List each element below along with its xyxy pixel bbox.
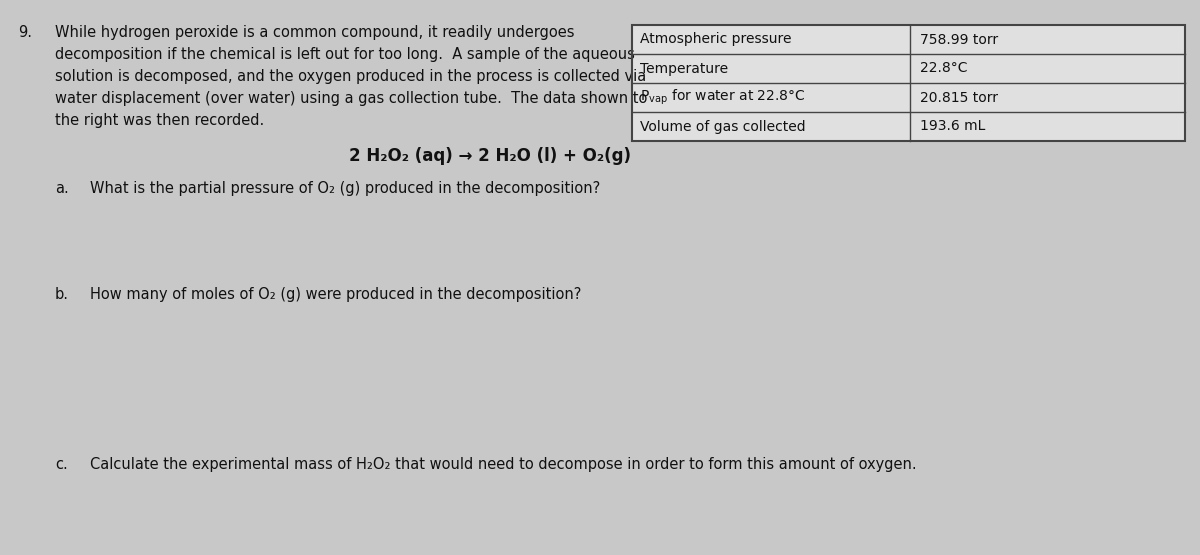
- Text: the right was then recorded.: the right was then recorded.: [55, 113, 264, 128]
- Text: b.: b.: [55, 287, 70, 302]
- Bar: [632, 25, 1186, 141]
- Text: 20.815 torr: 20.815 torr: [920, 90, 998, 104]
- Text: solution is decomposed, and the oxygen produced in the process is collected via: solution is decomposed, and the oxygen p…: [55, 69, 647, 84]
- Text: Temperature: Temperature: [640, 62, 728, 75]
- Bar: [632, 25, 1186, 54]
- Bar: [632, 112, 1186, 141]
- Text: a.: a.: [55, 181, 68, 196]
- Text: What is the partial pressure of O₂ (g) produced in the decomposition?: What is the partial pressure of O₂ (g) p…: [90, 181, 600, 196]
- Text: 193.6 mL: 193.6 mL: [920, 119, 985, 134]
- Text: 758.99 torr: 758.99 torr: [920, 33, 998, 47]
- Text: decomposition if the chemical is left out for too long.  A sample of the aqueous: decomposition if the chemical is left ou…: [55, 47, 635, 62]
- Text: While hydrogen peroxide is a common compound, it readily undergoes: While hydrogen peroxide is a common comp…: [55, 25, 575, 40]
- Text: 9.: 9.: [18, 25, 32, 40]
- Text: 22.8°C: 22.8°C: [920, 62, 967, 75]
- Text: Volume of gas collected: Volume of gas collected: [640, 119, 805, 134]
- Text: 2 H₂O₂ (aq) → 2 H₂O (l) + O₂(g): 2 H₂O₂ (aq) → 2 H₂O (l) + O₂(g): [349, 147, 631, 165]
- Bar: [632, 83, 1186, 112]
- Text: P$_{\mathregular{vap}}$ for water at 22.8°C: P$_{\mathregular{vap}}$ for water at 22.…: [640, 88, 805, 107]
- Text: How many of moles of O₂ (g) were produced in the decomposition?: How many of moles of O₂ (g) were produce…: [90, 287, 581, 302]
- Bar: [632, 54, 1186, 83]
- Text: Calculate the experimental mass of H₂O₂ that would need to decompose in order to: Calculate the experimental mass of H₂O₂ …: [90, 457, 917, 472]
- Text: water displacement (over water) using a gas collection tube.  The data shown to: water displacement (over water) using a …: [55, 91, 647, 106]
- Text: c.: c.: [55, 457, 67, 472]
- Text: Atmospheric pressure: Atmospheric pressure: [640, 33, 792, 47]
